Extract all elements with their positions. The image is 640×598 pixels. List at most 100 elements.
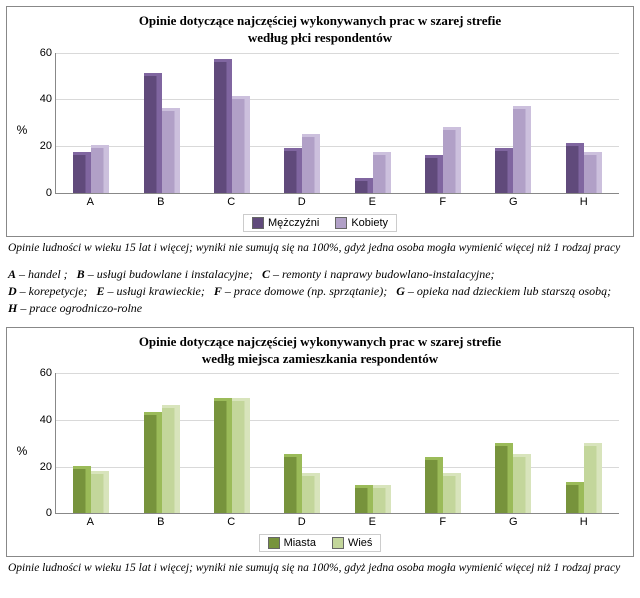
bar [495, 373, 513, 513]
bar [91, 373, 109, 513]
chart1-plot: 0204060 [55, 53, 619, 194]
bar-group [478, 373, 548, 513]
bar-group [267, 53, 337, 193]
bar [373, 53, 391, 193]
x-label: A [55, 514, 126, 528]
bar [144, 53, 162, 193]
y-tick: 40 [32, 93, 52, 105]
bar [584, 53, 602, 193]
legend-label: Mężczyźni [268, 217, 319, 229]
bar-group [56, 53, 126, 193]
x-label: D [267, 194, 338, 208]
legend-item: Miasta [268, 537, 316, 549]
y-tick: 20 [32, 461, 52, 473]
bar-group [267, 373, 337, 513]
legend-swatch [252, 217, 264, 229]
x-label: G [478, 194, 549, 208]
footnote1: Opinie ludności w wieku 15 lat i więcej;… [8, 241, 632, 257]
bar-group [126, 53, 196, 193]
bar-group [56, 373, 126, 513]
x-label: E [337, 194, 408, 208]
bar-group [338, 53, 408, 193]
bar [355, 373, 373, 513]
bar-group [549, 53, 619, 193]
bar [214, 373, 232, 513]
y-tick: 0 [32, 507, 52, 519]
bar [284, 53, 302, 193]
bar [232, 373, 250, 513]
chart-panel-gender: Opinie dotyczące najczęściej wykonywanyc… [6, 6, 634, 237]
legend-item: Mężczyźni [252, 217, 319, 229]
x-label: F [408, 194, 479, 208]
legend-swatch [335, 217, 347, 229]
bar-group [478, 53, 548, 193]
bar [302, 53, 320, 193]
chart1-title-line1: Opinie dotyczące najczęściej wykonywanyc… [139, 13, 501, 28]
x-label: B [126, 194, 197, 208]
bar-group [408, 373, 478, 513]
bar-group [549, 373, 619, 513]
bar-group [197, 53, 267, 193]
footnote2: Opinie ludności w wieku 15 lat i więcej;… [8, 561, 632, 577]
chart2-xlabels: ABCDEFGH [55, 514, 619, 528]
chart2-plot: 0204060 [55, 373, 619, 514]
chart2-legend: Miasta Wieś [259, 534, 382, 552]
legend-swatch [332, 537, 344, 549]
bar-group [126, 373, 196, 513]
bar [443, 53, 461, 193]
chart2-title: Opinie dotyczące najczęściej wykonywanyc… [15, 334, 625, 368]
chart-panel-location: Opinie dotyczące najczęściej wykonywanyc… [6, 327, 634, 558]
bar [513, 53, 531, 193]
bar [373, 373, 391, 513]
x-label: B [126, 514, 197, 528]
legend-swatch [268, 537, 280, 549]
x-label: A [55, 194, 126, 208]
category-legend: A – handel ; B – usługi budowlane i inst… [8, 266, 632, 316]
bar [566, 53, 584, 193]
bar [214, 53, 232, 193]
y-tick: 0 [32, 187, 52, 199]
chart1-ylabel: % [15, 123, 29, 137]
bar-group [197, 373, 267, 513]
bar [73, 373, 91, 513]
chart1-legend: Mężczyźni Kobiety [243, 214, 397, 232]
x-label: G [478, 514, 549, 528]
bar [162, 373, 180, 513]
legend-label: Miasta [284, 537, 316, 549]
bar [566, 373, 584, 513]
y-tick: 20 [32, 140, 52, 152]
bar [144, 373, 162, 513]
bar-group [338, 373, 408, 513]
bar [91, 53, 109, 193]
chart2-title-line2: wedłg miejsca zamieszkania respondentów [202, 351, 438, 366]
y-tick: 60 [32, 47, 52, 59]
y-tick: 60 [32, 367, 52, 379]
bar [302, 373, 320, 513]
legend-item: Kobiety [335, 217, 388, 229]
x-label: H [549, 194, 620, 208]
x-label: E [337, 514, 408, 528]
chart2-ylabel: % [15, 444, 29, 458]
bar [284, 373, 302, 513]
bar [425, 373, 443, 513]
chart1-xlabels: ABCDEFGH [55, 194, 619, 208]
bar [355, 53, 373, 193]
legend-item: Wieś [332, 537, 372, 549]
bar [495, 53, 513, 193]
y-tick: 40 [32, 414, 52, 426]
x-label: H [549, 514, 620, 528]
bar-group [408, 53, 478, 193]
chart2-title-line1: Opinie dotyczące najczęściej wykonywanyc… [139, 334, 501, 349]
chart1-title: Opinie dotyczące najczęściej wykonywanyc… [15, 13, 625, 47]
bar [232, 53, 250, 193]
chart1-title-line2: według płci respondentów [248, 30, 392, 45]
x-label: D [267, 514, 338, 528]
x-label: C [196, 194, 267, 208]
bar [584, 373, 602, 513]
bar [425, 53, 443, 193]
legend-label: Kobiety [351, 217, 388, 229]
legend-label: Wieś [348, 537, 372, 549]
x-label: C [196, 514, 267, 528]
bar [513, 373, 531, 513]
bar [73, 53, 91, 193]
